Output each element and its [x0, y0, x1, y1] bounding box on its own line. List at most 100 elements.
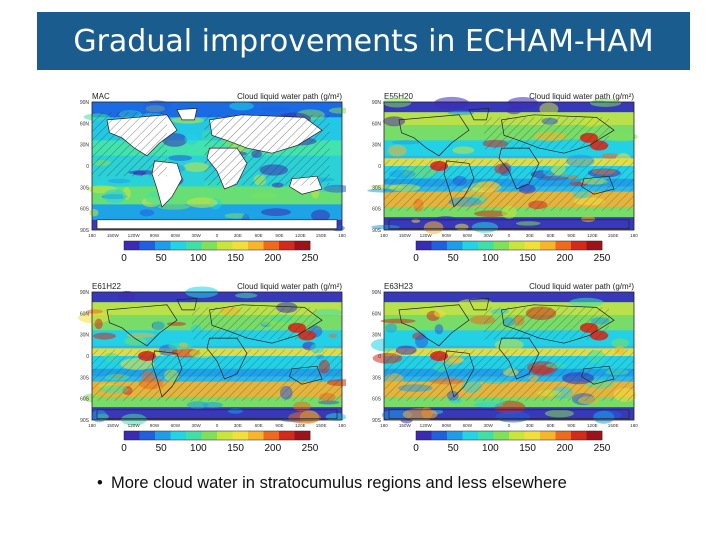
colorbar-segment [232, 431, 249, 440]
bullet-point: • More cloud water in stratocumulus regio… [97, 474, 567, 493]
lat-band [92, 204, 342, 220]
field-blob [382, 97, 412, 108]
field-blob [580, 216, 596, 223]
field-blob [391, 140, 421, 145]
lat-tick-label: 60N [372, 121, 382, 127]
lat-tick-label: 30N [372, 143, 382, 149]
map-area [83, 100, 346, 232]
colorbar-tick-label: 100 [482, 253, 499, 264]
field-blob [103, 189, 127, 204]
field-blob [455, 223, 469, 231]
panel-title: Cloud liquid water path (g/m²) [529, 92, 634, 101]
lon-tick-label: 180 [88, 233, 96, 238]
map-panel-mac: MAC Cloud liquid water path (g/m²) 90N 60N 3… [74, 90, 346, 272]
lon-tick-label: 30E [526, 423, 534, 428]
lon-tick-label: 30W [191, 423, 201, 428]
colorbar-segment [555, 431, 572, 440]
lat-tick-label: 90N [80, 100, 90, 106]
colorbar-frame [415, 240, 603, 251]
colorbar-segment [139, 241, 156, 250]
lon-tick-label: 120W [420, 233, 433, 238]
field-blob [434, 309, 446, 318]
lon-tick-label: 180 [338, 423, 346, 428]
field-blob [261, 208, 292, 217]
colorbar-segment [186, 241, 202, 250]
lat-tick-label: 90N [372, 290, 382, 296]
lat-tick-label: 30N [372, 333, 382, 339]
lon-tick-label: 180 [338, 233, 346, 238]
field-blob [495, 411, 530, 423]
lon-tick-label: 180 [380, 423, 388, 428]
lat-tick-label: 60N [80, 311, 90, 317]
lat-tick-label: 90S [80, 418, 90, 424]
slide-title: Gradual improvements in ECHAM-HAM [73, 23, 654, 59]
colorbar-segment [493, 241, 510, 250]
colorbar-segment [155, 241, 171, 250]
panel-title: Cloud liquid water path (g/m²) [529, 282, 634, 291]
field-blob [168, 154, 193, 161]
lat-tick-label: 90N [372, 100, 382, 106]
lon-tick-label: 90E [567, 233, 575, 238]
colorbar-tick-label: 0 [121, 443, 127, 454]
colorbar-tick-label: 0 [413, 443, 419, 454]
field-blob [423, 221, 444, 235]
field-blob [120, 413, 147, 426]
field-blob [380, 318, 416, 324]
field-blob [589, 98, 622, 107]
colorbar-segment [139, 431, 156, 440]
field-blob [458, 298, 493, 307]
hatch-region [384, 349, 634, 401]
colorbar-segment [462, 431, 479, 440]
lat-band [384, 102, 634, 113]
lat-band [384, 292, 634, 303]
hatch-region [92, 112, 167, 177]
field-blob [184, 133, 199, 145]
lat-tick-label: 90S [80, 228, 90, 234]
colorbar-segment [170, 431, 187, 440]
field-blob [235, 292, 258, 299]
field-blob [371, 224, 400, 230]
field-blob [118, 290, 136, 302]
lon-tick-label: 120W [128, 233, 141, 238]
hatch-region [92, 349, 342, 401]
colorbar-segment [478, 241, 494, 250]
lat-tick-label: 60N [80, 121, 90, 127]
field-blob [539, 102, 559, 116]
hatch-region [192, 307, 317, 340]
lon-tick-label: 60W [171, 233, 181, 238]
field-blob [313, 308, 342, 317]
lat-band [92, 292, 342, 303]
lat-tick-label: 0 [378, 164, 381, 170]
field-blob [261, 106, 291, 112]
lat-tick-label: 90S [372, 418, 382, 424]
colorbar-segment [555, 241, 572, 250]
lon-tick-label: 150E [608, 423, 619, 428]
field-blob [452, 146, 475, 154]
lon-tick-label: 0 [216, 423, 219, 428]
field-blob [139, 209, 155, 217]
lat-tick-label: 60S [372, 207, 382, 213]
colorbar-segment [155, 431, 171, 440]
lat-tick-label: 60S [80, 397, 90, 403]
map-frame [383, 291, 635, 421]
lon-tick-label: 90W [442, 423, 452, 428]
colorbar-segment [509, 431, 525, 440]
title-bar: Gradual improvements in ECHAM-HAM [37, 12, 690, 70]
lon-tick-label: 60E [255, 233, 263, 238]
lat-tick-label: 60S [80, 207, 90, 213]
colorbar-tick-label: 150 [227, 443, 244, 454]
field-blob [494, 338, 524, 351]
map-area [78, 286, 346, 426]
lat-band [92, 396, 342, 408]
lon-tick-label: 120W [420, 423, 433, 428]
lon-tick-label: 180 [630, 423, 638, 428]
lon-tick-label: 150W [399, 233, 412, 238]
continent-outline [96, 409, 338, 420]
field-blob [433, 96, 470, 110]
field-blob [250, 192, 278, 199]
lon-tick-label: 60W [463, 423, 473, 428]
field-blob [471, 221, 499, 233]
field-blob [415, 334, 429, 348]
field-blob [124, 336, 148, 346]
lon-tick-label: 0 [216, 233, 219, 238]
